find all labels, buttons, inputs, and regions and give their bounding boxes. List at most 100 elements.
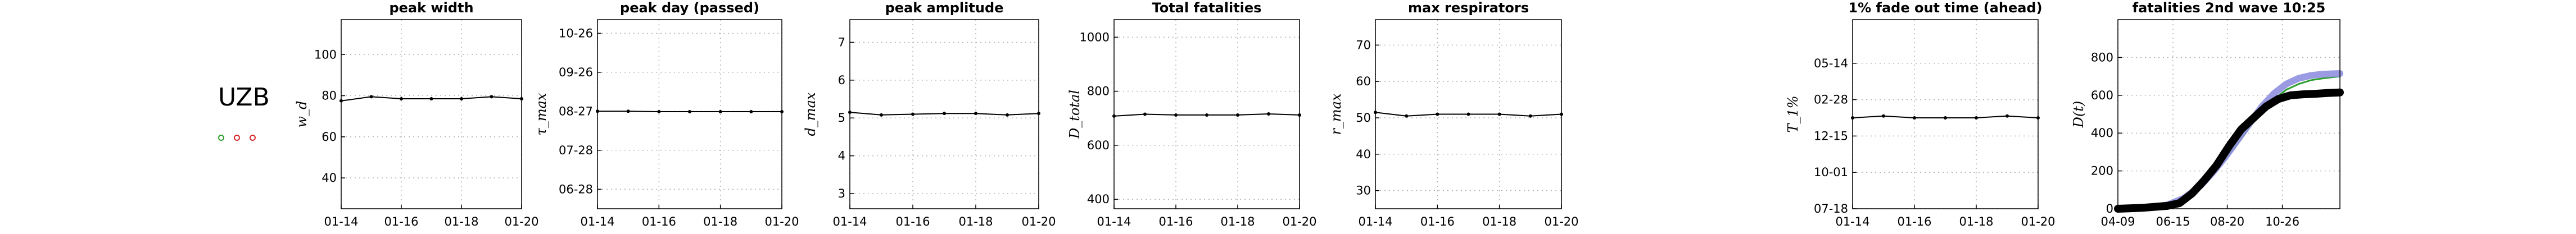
x-tick-label: 01-16 <box>642 215 676 228</box>
x-tick-label: 01-14 <box>1358 215 1392 228</box>
data-point <box>1528 114 1532 118</box>
y-axis-label: r_max <box>1328 93 1344 135</box>
data-point <box>1205 113 1208 117</box>
data-point <box>657 109 661 113</box>
data-point <box>880 113 883 117</box>
status-marker <box>250 135 256 141</box>
x-tick-label: 01-14 <box>832 215 867 228</box>
data-point <box>490 95 494 99</box>
y-tick-label: 1000 <box>1080 30 1110 44</box>
y-tick-label: 40 <box>322 171 337 185</box>
y-tick-label: 05-14 <box>1814 57 1848 70</box>
x-tick-label: 04-09 <box>2100 215 2135 228</box>
data-point <box>1466 112 1470 116</box>
x-tick-label: 01-18 <box>1482 215 1516 228</box>
x-tick-label: 01-18 <box>1220 215 1255 228</box>
data-point <box>1975 116 1978 120</box>
x-tick-label: 01-20 <box>2021 215 2055 228</box>
x-tick-label: 01-14 <box>580 215 614 228</box>
data-point <box>943 112 946 116</box>
country-code: UZB <box>218 83 270 112</box>
x-tick-label: 01-16 <box>1897 215 1931 228</box>
data-point <box>1882 114 1885 118</box>
data-point <box>1267 112 1270 116</box>
plot-frame <box>341 19 522 209</box>
x-tick-label: 01-18 <box>958 215 993 228</box>
chart-title: max respirators <box>1408 0 1529 16</box>
x-tick-label: 01-16 <box>384 215 418 228</box>
y-tick-label: 12-15 <box>1814 129 1848 143</box>
x-tick-label: 01-16 <box>895 215 930 228</box>
data-point <box>1236 113 1239 117</box>
plot-frame <box>1852 19 2039 209</box>
y-tick-label: 600 <box>2091 89 2113 102</box>
data-point <box>1405 114 1409 118</box>
chart-title: 1% fade out time (ahead) <box>1848 0 2042 16</box>
y-tick-label: 100 <box>314 48 337 61</box>
x-tick-label: 01-18 <box>703 215 737 228</box>
y-tick-label: 200 <box>2091 164 2113 178</box>
y-tick-label: 60 <box>1356 75 1371 88</box>
y-tick-label: 08-27 <box>559 104 593 118</box>
plot-frame <box>597 19 782 209</box>
data-point <box>400 97 403 101</box>
plot-frame <box>2117 19 2340 209</box>
y-tick-label: 400 <box>2091 126 2113 140</box>
chart-panel: 01-14 01-16 01-18 01-20 400 600 800 1000 Total f… <box>1067 0 1317 228</box>
data-point <box>911 112 914 116</box>
y-tick-label: 09-26 <box>559 66 593 79</box>
y-tick-label: 06-28 <box>559 182 593 196</box>
y-tick-label: 02-28 <box>1814 93 1848 107</box>
x-tick-label: 01-20 <box>504 215 538 228</box>
chart-title: peak amplitude <box>885 0 1004 16</box>
chart-title: Total fatalities <box>1152 0 1262 16</box>
y-tick-label: 0 <box>2106 202 2113 215</box>
x-tick-label: 01-16 <box>1158 215 1193 228</box>
x-tick-label: 01-14 <box>324 215 358 228</box>
chart-panel: 01-14 01-16 01-18 01-20 07-18 10-01 12-15 02-28… <box>1785 0 2056 228</box>
chart-title: peak day (passed) <box>620 0 759 16</box>
y-axis-label: τ_max <box>533 93 549 135</box>
y-tick-label: 6 <box>838 74 845 87</box>
plot-frame <box>849 19 1039 209</box>
chart-title: peak width <box>389 0 473 16</box>
chart-title: fatalities 2nd wave 10:25 <box>2133 0 2326 16</box>
data-point <box>369 95 373 99</box>
chart-panel: 04-09 06-15 08-20 10-26 0 200 400 600 800 fatalit… <box>2071 0 2344 228</box>
plot-frame <box>1113 19 1300 209</box>
y-tick-label: 10-01 <box>1814 166 1848 179</box>
y-axis-label: D_total <box>1067 90 1083 139</box>
x-tick-label: 08-20 <box>2210 215 2244 228</box>
y-axis-label: w_d <box>294 101 310 128</box>
data-point <box>974 112 977 116</box>
y-tick-label: 30 <box>1356 184 1371 198</box>
x-tick-label: 01-20 <box>1544 215 1578 228</box>
y-tick-label: 800 <box>1087 85 1110 98</box>
x-tick-label: 06-15 <box>2156 215 2190 228</box>
y-tick-label: 80 <box>322 89 337 103</box>
data-point <box>688 109 691 113</box>
y-tick-label: 5 <box>838 111 845 125</box>
data-point <box>626 109 630 113</box>
data-point <box>1913 116 1916 120</box>
status-marker <box>218 135 224 141</box>
status-marker <box>234 135 240 141</box>
y-tick-label: 40 <box>1356 148 1371 161</box>
data-point <box>718 109 722 113</box>
x-tick-label: 01-18 <box>1959 215 1993 228</box>
y-axis-label: T_1% <box>1785 95 1801 132</box>
data-point <box>1436 112 1439 116</box>
y-tick-label: 7 <box>838 35 845 49</box>
data-point <box>429 97 433 101</box>
data-point <box>1143 112 1147 116</box>
x-tick-label: 01-16 <box>1420 215 1455 228</box>
y-tick-label: 400 <box>1087 192 1110 206</box>
y-tick-label: 4 <box>838 149 845 163</box>
chart-panel: 01-14 01-16 01-18 01-20 40 60 80 100 peak width w… <box>294 0 539 228</box>
data-point <box>1944 116 1947 120</box>
data-point <box>1174 113 1178 117</box>
y-tick-label: 3 <box>838 187 845 200</box>
y-axis-label: d_max <box>803 92 818 136</box>
data-point <box>1006 113 1009 117</box>
